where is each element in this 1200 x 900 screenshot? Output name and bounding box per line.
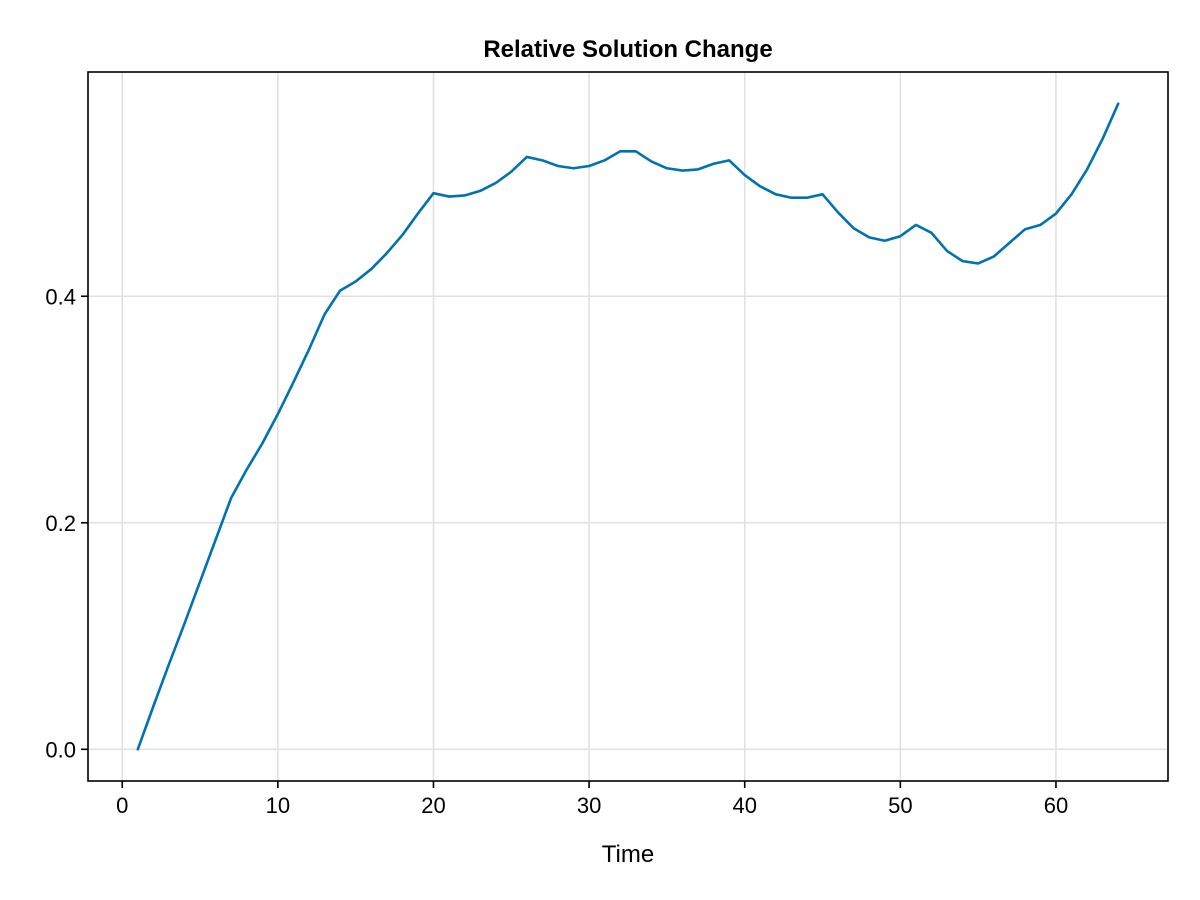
axis-ticks xyxy=(81,295,1057,788)
x-axis-label: Time xyxy=(602,841,654,868)
x-tick-label: 50 xyxy=(888,793,912,818)
chart-title: Relative Solution Change xyxy=(483,36,772,63)
x-tick-label: 40 xyxy=(732,793,756,818)
x-axis-tick-labels: 0 10 20 30 40 50 60 xyxy=(116,793,1068,818)
grid-lines xyxy=(88,72,1168,781)
y-tick-label: 0.4 xyxy=(45,284,76,309)
x-tick-label: 0 xyxy=(116,793,128,818)
y-tick-label: 0.0 xyxy=(45,737,76,762)
y-axis-tick-labels: 0.0 0.2 0.4 xyxy=(45,284,76,762)
x-tick-label: 30 xyxy=(577,793,601,818)
x-tick-label: 20 xyxy=(421,793,445,818)
plot-frame xyxy=(87,71,1169,782)
x-tick-label: 60 xyxy=(1044,793,1068,818)
x-tick-label: 10 xyxy=(266,793,290,818)
series-layer xyxy=(136,102,1120,751)
series-line-0 xyxy=(136,102,1120,751)
y-tick-label: 0.2 xyxy=(45,511,76,536)
